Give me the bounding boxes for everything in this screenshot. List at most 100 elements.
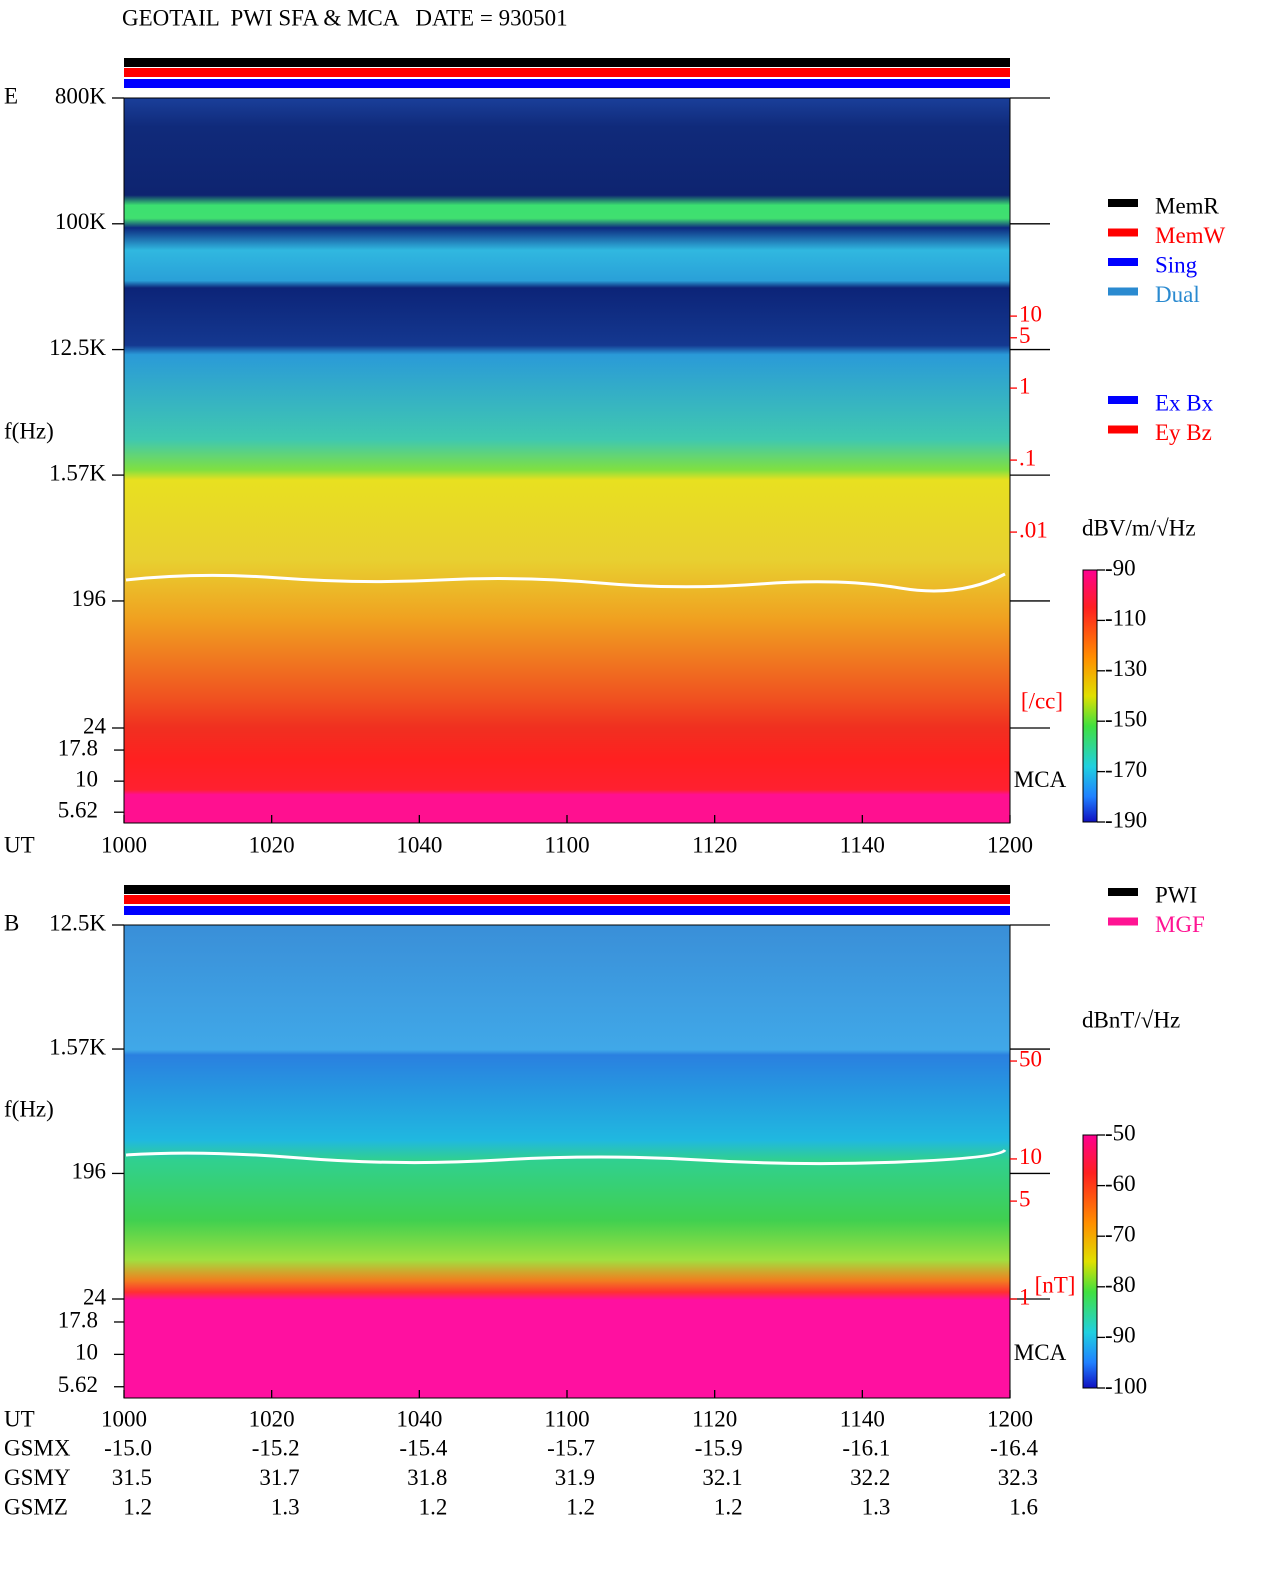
aux-axis-label: [nT] — [1035, 1272, 1076, 1297]
orbit-value: -16.1 — [842, 1435, 890, 1460]
legend-swatch — [1108, 287, 1138, 296]
y-axis-label: f(Hz) — [4, 418, 54, 443]
y-axis-label: f(Hz) — [4, 1096, 54, 1121]
orbit-row-label: GSMZ — [4, 1494, 68, 1519]
x-tick-label: 1120 — [692, 1406, 737, 1431]
x-tick-label: 1020 — [249, 1406, 295, 1431]
aux-axis-label: [/cc] — [1021, 688, 1063, 713]
orbit-value: -15.9 — [695, 1435, 743, 1460]
colorbar-tick-label: -190 — [1105, 807, 1147, 832]
mca-label: MCA — [1014, 767, 1067, 792]
x-tick-label: 1000 — [101, 832, 147, 857]
mca-tick-label: 5.62 — [58, 1372, 98, 1397]
status-bar — [124, 79, 1010, 88]
y-tick-label: 24 — [83, 713, 107, 738]
orbit-value: 1.2 — [714, 1494, 743, 1519]
orbit-value: -15.7 — [547, 1435, 595, 1460]
orbit-value: 31.9 — [555, 1465, 595, 1490]
aux-tick-label: 10 — [1019, 1144, 1042, 1169]
y-tick-label: 1.57K — [49, 460, 106, 485]
x-axis-label: UT — [4, 1406, 35, 1431]
plasma-line — [125, 1148, 1007, 1166]
legend-label: Ey Bz — [1155, 420, 1212, 445]
y-tick-label: 12.5K — [49, 335, 106, 360]
colorbar-tick-label: -100 — [1105, 1373, 1147, 1398]
colorbar-tick-label: -50 — [1105, 1120, 1136, 1145]
aux-tick-label: 50 — [1019, 1046, 1042, 1071]
legend-label: PWI — [1155, 882, 1197, 907]
orbit-value: -16.4 — [990, 1435, 1038, 1460]
x-tick-label: 1100 — [544, 1406, 589, 1431]
orbit-value: 31.8 — [407, 1465, 447, 1490]
legend-swatch — [1108, 199, 1138, 207]
orbit-value: 32.1 — [702, 1465, 742, 1490]
orbit-row-label: GSMY — [4, 1465, 71, 1490]
x-tick-label: 1040 — [396, 1406, 442, 1431]
mca-tick-label: 10 — [75, 1340, 98, 1365]
orbit-value: -15.2 — [252, 1435, 300, 1460]
aux-tick-label: .01 — [1019, 517, 1048, 542]
colorbar-label: dBnT/√Hz — [1082, 1007, 1180, 1032]
x-tick-label: 1200 — [987, 1406, 1033, 1431]
y-tick-label: 100K — [55, 209, 107, 234]
orbit-value: 1.2 — [123, 1494, 152, 1519]
colorbar-tick-label: -90 — [1105, 555, 1136, 580]
spectrogram — [124, 98, 1010, 823]
orbit-value: 1.3 — [271, 1494, 300, 1519]
orbit-value: 31.7 — [259, 1465, 299, 1490]
colorbar-tick-label: -110 — [1105, 606, 1146, 631]
legend-label: Dual — [1155, 282, 1200, 307]
x-axis-label: UT — [4, 832, 35, 857]
aux-tick-label: 10 — [1019, 301, 1042, 326]
orbit-value: 32.3 — [998, 1465, 1038, 1490]
mca-tick-label: 17.8 — [58, 735, 98, 760]
aux-tick-label: .1 — [1019, 445, 1036, 470]
x-tick-label: 1200 — [987, 832, 1033, 857]
status-bar — [124, 58, 1010, 67]
colorbar-tick-label: -60 — [1105, 1171, 1136, 1196]
orbit-value: 1.2 — [419, 1494, 448, 1519]
orbit-value: -15.0 — [104, 1435, 152, 1460]
aux-tick-label: 1 — [1019, 373, 1031, 398]
page-title: GEOTAIL PWI SFA & MCA DATE = 930501 — [122, 5, 568, 30]
x-tick-label: 1020 — [249, 832, 295, 857]
y-tick-label: 1.57K — [49, 1034, 106, 1059]
colorbar-label: dBV/m/√Hz — [1082, 515, 1196, 540]
legend-label: Ex Bx — [1155, 390, 1214, 415]
mca-tick-label: 10 — [75, 766, 98, 791]
plasma-line — [125, 572, 1006, 593]
legend-swatch — [1108, 425, 1138, 434]
orbit-value: 1.2 — [566, 1494, 595, 1519]
status-bar — [124, 906, 1010, 915]
colorbar — [1082, 1134, 1098, 1389]
mca-tick-label: 17.8 — [58, 1307, 98, 1332]
x-tick-label: 1040 — [396, 832, 442, 857]
colorbar-tick-label: -90 — [1105, 1323, 1136, 1348]
orbit-value: 1.6 — [1009, 1494, 1038, 1519]
colorbar-tick-label: -170 — [1105, 757, 1147, 782]
mca-tick-label: 5.62 — [58, 797, 98, 822]
orbit-row-label: GSMX — [4, 1435, 71, 1460]
x-tick-label: 1140 — [840, 832, 885, 857]
mca-label: MCA — [1014, 1340, 1067, 1365]
x-tick-label: 1000 — [101, 1406, 147, 1431]
orbit-value: 1.3 — [862, 1494, 891, 1519]
y-tick-label: 196 — [72, 586, 107, 611]
aux-tick-label: 1 — [1019, 1284, 1031, 1309]
legend-swatch — [1108, 888, 1138, 896]
status-bar — [124, 885, 1010, 894]
legend-swatch — [1108, 228, 1138, 237]
legend-swatch — [1108, 917, 1138, 926]
colorbar-tick-label: -130 — [1105, 656, 1147, 681]
colorbar-tick-label: -70 — [1105, 1221, 1136, 1246]
x-tick-label: 1100 — [544, 832, 589, 857]
colorbar-tick-label: -80 — [1105, 1272, 1136, 1297]
y-tick-label: 800K — [55, 83, 107, 108]
x-tick-label: 1120 — [692, 832, 737, 857]
panel-label: B — [4, 910, 19, 935]
orbit-value: 32.2 — [850, 1465, 890, 1490]
orbit-value: -15.4 — [399, 1435, 447, 1460]
aux-tick-label: 5 — [1019, 1186, 1031, 1211]
y-tick-label: 24 — [83, 1284, 107, 1309]
